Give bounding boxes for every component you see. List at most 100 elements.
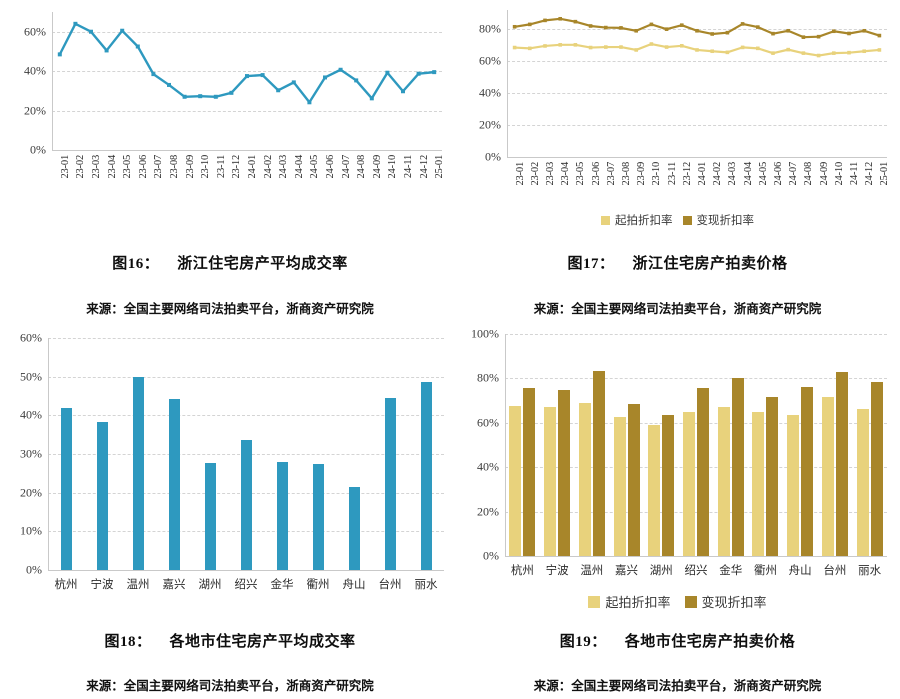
bar (870, 382, 883, 556)
x-axis-tick-label: 23-05 (575, 162, 587, 186)
x-axis-tick-label: 24-05 (757, 162, 769, 186)
y-axis-tick-label: 30% (20, 446, 42, 461)
bar (578, 402, 591, 556)
x-axis-tick-label: 23-11 (666, 162, 678, 186)
figure-17-number: 图17： (567, 256, 615, 272)
figure-17-source: 来源：全国主要网络司法拍卖平台，浙商资产研究院 (533, 302, 822, 316)
bar (662, 415, 675, 556)
x-axis-tick-label: 舟山 (342, 579, 366, 591)
x-axis-tick-label: 24-11 (403, 155, 414, 179)
x-axis-tick-label: 24-05 (309, 155, 321, 179)
gridline (505, 422, 887, 424)
legend-item[interactable]: 起拍折扣率 (588, 592, 671, 611)
bar (856, 409, 869, 556)
y-axis-tick-label: 20% (479, 117, 501, 132)
x-axis-tick-label: 24-07 (340, 155, 352, 179)
bar (648, 425, 661, 556)
x-axis-tick-label: 24-10 (387, 155, 399, 179)
x-axis-tick-label: 23-10 (651, 162, 663, 186)
x-axis-tick-label: 舟山 (788, 565, 812, 577)
x-axis-tick-label: 24-04 (742, 162, 754, 186)
y-axis-tick-label: 80% (479, 21, 501, 36)
y-axis-tick-label: 50% (20, 369, 42, 384)
bar (132, 376, 144, 570)
x-axis-tick-label: 衢州 (753, 565, 777, 577)
x-axis-tick-label: 25-01 (434, 155, 446, 179)
legend-swatch-icon (588, 595, 601, 608)
x-axis-tick-label: 24-03 (278, 155, 290, 179)
x-axis-tick-label: 金华 (719, 565, 743, 577)
x-axis-tick-label: 24-02 (712, 162, 724, 186)
gridline (48, 415, 444, 417)
y-axis-tick-label: 60% (479, 53, 501, 68)
x-axis-line (507, 157, 887, 158)
y-axis-line (507, 10, 508, 157)
figure-18-title: 各地市住宅房产平均成交率 (169, 634, 356, 650)
bar (240, 440, 252, 570)
y-axis-tick-label: 0% (485, 149, 501, 164)
legend-label: 变现折扣率 (701, 595, 767, 610)
figure-17-caption: 图17： 浙江住宅房产拍卖价格 (455, 252, 900, 273)
x-axis-tick-label: 台州 (823, 565, 847, 577)
y-axis-tick-label: 60% (477, 415, 499, 430)
bar (821, 397, 834, 556)
x-axis-tick-label: 绍兴 (234, 579, 258, 591)
x-axis-line (52, 150, 442, 151)
x-axis-tick-label: 23-03 (91, 155, 102, 179)
x-axis-tick-label: 台州 (378, 579, 402, 591)
gridline (507, 93, 887, 95)
x-axis-line (48, 570, 444, 571)
legend-label: 变现折扣率 (696, 215, 755, 227)
x-axis-tick-label: 杭州 (54, 579, 78, 591)
gridline (507, 125, 887, 127)
x-axis-tick-label: 23-07 (605, 162, 617, 186)
x-axis-tick-label: 23-05 (122, 155, 134, 179)
legend-item[interactable]: 变现折扣率 (682, 212, 755, 228)
gridline (52, 71, 442, 73)
bar (801, 386, 814, 556)
x-axis-tick-label: 24-01 (697, 162, 708, 186)
legend-swatch-icon (684, 595, 697, 608)
chart-fig16-avg-transaction-rate: 0% 20% 40% 60% 23-01 23-02 23-03 23-04 23-05 23-0… (0, 0, 460, 250)
x-axis-tick-label: 23-11 (215, 155, 227, 179)
x-axis-tick-label: 24-08 (803, 162, 815, 186)
figure-16-title: 浙江住宅房产平均成交率 (177, 256, 348, 272)
chart-fig19-city-auction-price: 0% 20% 40% 60% 80% 100% 杭州 宁波 温州 嘉兴 湖州 绍兴 金华 衢州 舟山 台州 丽水… (455, 320, 900, 625)
bar (717, 407, 730, 556)
bar (348, 486, 360, 570)
y-axis-tick-label: 40% (20, 407, 42, 422)
bar (544, 406, 557, 556)
x-axis-tick-label: 金华 (270, 579, 294, 591)
chart-legend: 起拍折扣率 变现折扣率 (455, 212, 900, 228)
bar (420, 381, 432, 570)
x-axis-tick-label: 23-03 (545, 162, 556, 186)
bar (523, 388, 536, 556)
bar (204, 462, 216, 570)
line-series-layer (57, 21, 437, 105)
x-axis-tick-label: 温州 (126, 579, 150, 591)
x-axis-line (505, 556, 887, 557)
x-axis-tick-label: 25-01 (879, 162, 891, 186)
chart-fig17-auction-price: 0% 20% 40% 60% 80% 23-01 23-02 23-03 23-04 23-05 2… (455, 0, 900, 250)
x-axis-tick-label: 衢州 (306, 579, 330, 591)
x-axis-tick-label: 23-01 (59, 155, 71, 179)
figure-19-number: 图19： (559, 634, 607, 650)
legend-item[interactable]: 起拍折扣率 (601, 212, 673, 228)
y-axis-tick-label: 100% (471, 326, 499, 341)
gridline (52, 31, 442, 33)
x-axis-tick-label: 嘉兴 (162, 579, 186, 591)
x-axis-tick-label: 24-10 (833, 162, 845, 186)
x-axis-tick-label: 杭州 (510, 565, 534, 577)
legend-item[interactable]: 变现折扣率 (684, 592, 767, 611)
figure-18-number: 图18： (104, 634, 152, 650)
bar (276, 461, 288, 570)
gridline (48, 338, 444, 339)
x-axis-tick-label: 23-02 (529, 162, 541, 186)
x-axis-tick-label: 23-01 (514, 162, 526, 186)
x-axis-tick-label: 23-12 (231, 155, 243, 179)
bar (752, 411, 765, 556)
x-axis-tick-label: 24-09 (371, 155, 383, 179)
y-axis-tick-label: 0% (26, 562, 42, 577)
bar (697, 388, 709, 556)
